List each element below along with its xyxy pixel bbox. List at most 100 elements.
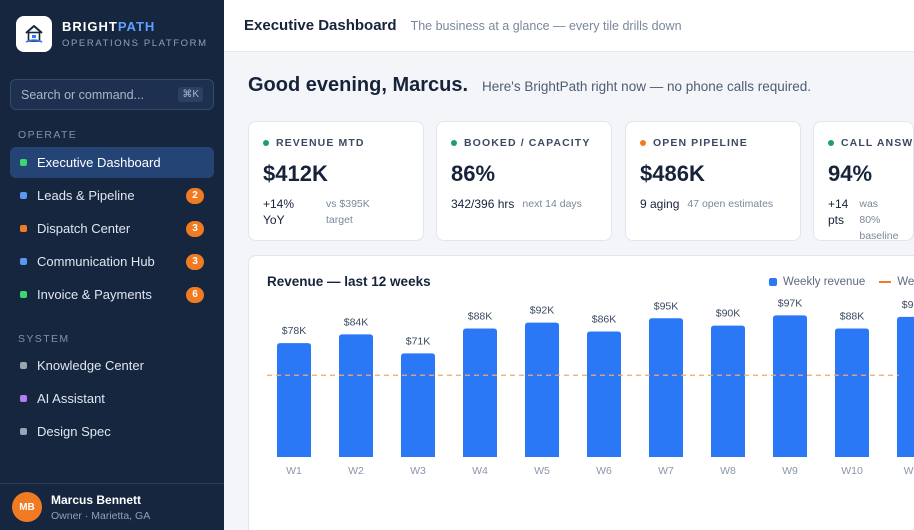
bar-value-label: $96K xyxy=(902,299,914,311)
kpi-delta: 342/396 hrs xyxy=(451,197,515,211)
legend-label-revenue: Weekly revenue xyxy=(783,276,866,288)
sidebar: BRIGHTPATH OPERATIONS PLATFORM Search or… xyxy=(0,0,224,530)
sidebar-item-label: Communication Hub xyxy=(37,254,155,269)
chart-legend: Weekly revenue Weekly target xyxy=(769,276,914,288)
kpi-label: OPEN PIPELINE xyxy=(640,137,786,149)
top-bar: Executive Dashboard The business at a gl… xyxy=(224,0,914,52)
kpi-value: $486K xyxy=(640,161,705,186)
search-input[interactable]: Search or command... ⌘K xyxy=(10,79,214,110)
x-tick-label: W7 xyxy=(658,465,674,477)
count-badge: 3 xyxy=(186,253,204,270)
bar-w10[interactable] xyxy=(835,328,869,457)
bar-w9[interactable] xyxy=(773,315,807,457)
kpi-card-open-pipeline[interactable]: OPEN PIPELINE $486K 9 aging 47 open estimat… xyxy=(625,121,801,241)
sidebar-item-label: Executive Dashboard xyxy=(37,155,161,170)
greeting-title: Good evening, Marcus. xyxy=(248,74,469,96)
greeting: Good evening, Marcus. Here's BrightPath … xyxy=(248,74,811,97)
bar-w4[interactable] xyxy=(463,328,497,457)
revenue-chart: $78K W1 $84K W2 $71K W3 $88K W4 $92K W5 $86K W6 $95K… xyxy=(267,297,914,477)
kpi-card-call-answer[interactable]: CALL ANSWER 94% +14 pts was 80% baseline xyxy=(813,121,914,241)
bar-value-label: $78K xyxy=(282,325,307,337)
user-name: Marcus Bennett xyxy=(51,492,142,507)
bar-w11[interactable] xyxy=(897,316,914,457)
sidebar-item-ai-assistant[interactable]: AI Assistant xyxy=(10,383,214,414)
bar-value-label: $95K xyxy=(654,300,679,312)
kpi-card-revenue-mtd[interactable]: REVENUE MTD $412K +14% YoY vs $395K target xyxy=(248,121,424,241)
status-dot-icon xyxy=(20,395,27,402)
kpi-label: BOOKED / CAPACITY xyxy=(451,137,597,149)
x-tick-label: W1 xyxy=(286,465,302,477)
sidebar-item-knowledge-center[interactable]: Knowledge Center xyxy=(10,350,214,381)
user-role: Owner · Marietta, GA xyxy=(51,509,151,522)
page-subtitle: The business at a glance — every tile dr… xyxy=(410,18,682,33)
brand[interactable]: BRIGHTPATH OPERATIONS PLATFORM xyxy=(16,16,208,52)
sidebar-item-label: Knowledge Center xyxy=(37,358,144,373)
bar-w1[interactable] xyxy=(277,343,311,457)
kpi-card-booked-capacity[interactable]: BOOKED / CAPACITY 86% 342/396 hrs next 14 d… xyxy=(436,121,612,241)
bar-w5[interactable] xyxy=(525,322,559,457)
sidebar-item-label: Invoice & Payments xyxy=(37,287,152,302)
bar-value-label: $71K xyxy=(406,335,431,347)
house-icon xyxy=(16,16,52,52)
greeting-subtitle: Here's BrightPath right now — no phone c… xyxy=(482,79,812,94)
status-dot-icon xyxy=(20,362,27,369)
status-dot-icon xyxy=(263,140,269,146)
sidebar-item-label: Design Spec xyxy=(37,424,111,439)
sidebar-item-dispatch-center[interactable]: Dispatch Center 3 xyxy=(10,213,214,244)
kpi-value: $412K xyxy=(263,161,328,186)
user-profile[interactable]: MB Marcus Bennett Owner · Marietta, GA xyxy=(0,483,224,530)
x-tick-label: W4 xyxy=(472,465,488,477)
bar-value-label: $88K xyxy=(840,311,865,323)
count-badge: 3 xyxy=(186,220,204,237)
kpi-label: REVENUE MTD xyxy=(263,137,409,149)
sidebar-item-communication-hub[interactable]: Communication Hub 3 xyxy=(10,246,214,277)
status-dot-icon xyxy=(20,159,27,166)
legend-swatch-target xyxy=(879,281,892,283)
count-badge: 2 xyxy=(186,187,204,204)
x-tick-label: W6 xyxy=(596,465,612,477)
x-tick-label: W5 xyxy=(534,465,550,477)
search-placeholder: Search or command... xyxy=(21,87,144,102)
status-dot-icon xyxy=(20,291,27,298)
legend-swatch-revenue xyxy=(769,278,777,286)
x-tick-label: W3 xyxy=(410,465,426,477)
bar-value-label: $97K xyxy=(778,297,803,309)
kpi-note: vs $395K target xyxy=(326,198,370,226)
brand-name: BRIGHTPATH xyxy=(62,19,156,34)
sidebar-item-label: Dispatch Center xyxy=(37,221,131,236)
bar-w2[interactable] xyxy=(339,334,373,457)
bar-value-label: $90K xyxy=(716,308,741,320)
x-tick-label: W10 xyxy=(841,465,863,477)
status-dot-icon xyxy=(20,225,27,232)
bar-w8[interactable] xyxy=(711,325,745,457)
kpi-delta: +14 pts xyxy=(828,197,849,227)
x-tick-label: W9 xyxy=(782,465,798,477)
shortcut-hint: ⌘K xyxy=(178,87,203,102)
status-dot-icon xyxy=(20,428,27,435)
status-dot-icon xyxy=(640,140,646,146)
section-label-system: SYSTEM xyxy=(18,333,70,345)
bar-w7[interactable] xyxy=(649,318,683,457)
kpi-note: 47 open estimates xyxy=(687,198,774,210)
revenue-chart-card[interactable]: $78K W1 $84K W2 $71K W3 $88K W4 $92K W5 $86K W6 $95K… xyxy=(248,255,914,530)
legend-label-target: Weekly target xyxy=(897,276,914,288)
status-dot-icon xyxy=(451,140,457,146)
kpi-delta: +14% YoY xyxy=(263,197,295,227)
sidebar-item-design-spec[interactable]: Design Spec xyxy=(10,416,214,447)
status-dot-icon xyxy=(828,140,834,146)
count-badge: 6 xyxy=(186,286,204,303)
sidebar-item-leads-pipeline[interactable]: Leads & Pipeline 2 xyxy=(10,180,214,211)
sidebar-item-label: Leads & Pipeline xyxy=(37,188,135,203)
page-title: Executive Dashboard xyxy=(244,17,397,34)
section-label-operate: OPERATE xyxy=(18,129,78,141)
sidebar-item-invoice-payments[interactable]: Invoice & Payments 6 xyxy=(10,279,214,310)
bar-w3[interactable] xyxy=(401,353,435,457)
x-tick-label: W11 xyxy=(904,465,914,477)
kpi-label: CALL ANSWER xyxy=(828,137,913,149)
nav-operate: Executive Dashboard Leads & Pipeline 2 Disp… xyxy=(10,147,214,312)
kpi-note: was 80% baseline xyxy=(859,198,899,241)
sidebar-item-executive-dashboard[interactable]: Executive Dashboard xyxy=(10,147,214,178)
bar-w6[interactable] xyxy=(587,331,621,457)
kpi-value: 86% xyxy=(451,161,496,186)
status-dot-icon xyxy=(20,258,27,265)
